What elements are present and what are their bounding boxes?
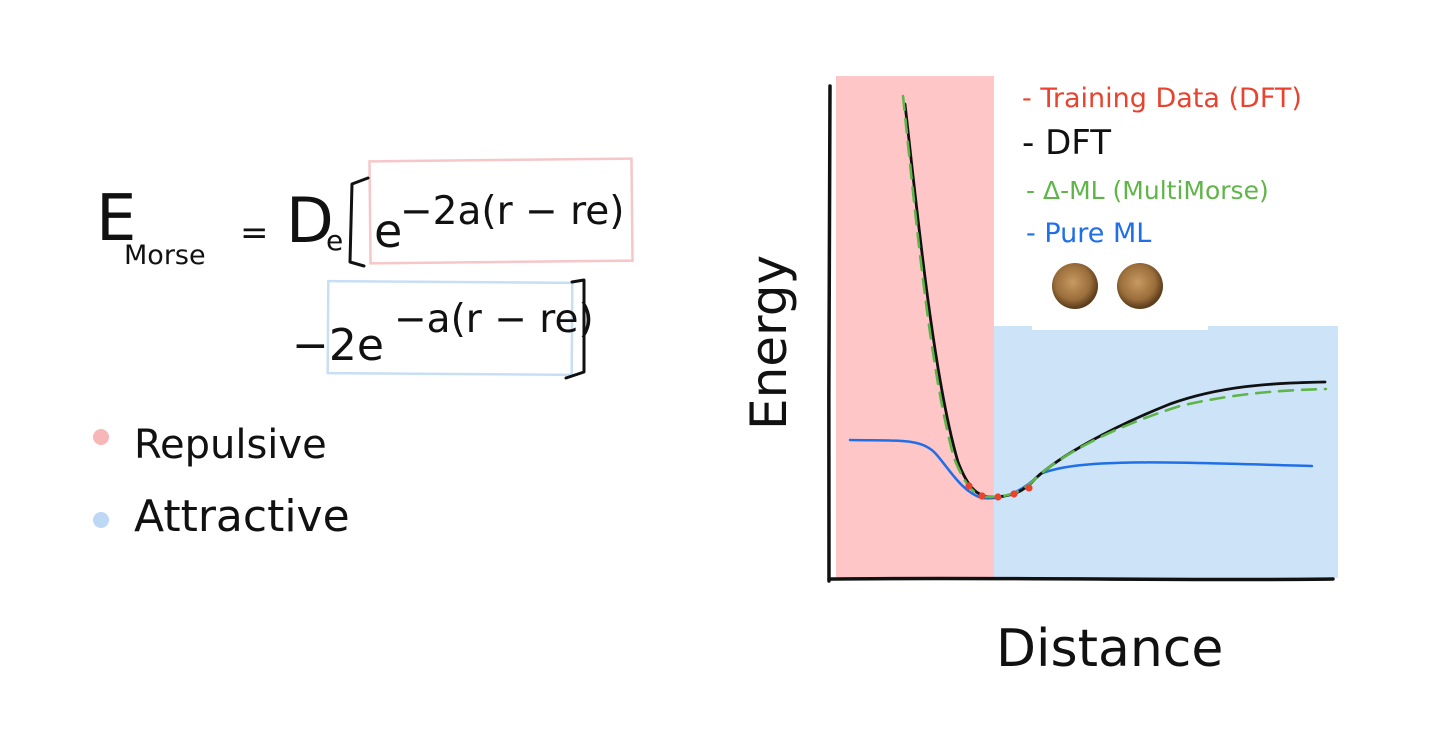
- legend-item-repulsive: Repulsive: [93, 422, 327, 468]
- left-bracket: [348, 176, 370, 268]
- repulsive-label: Repulsive: [134, 422, 327, 468]
- atom-right: [1117, 263, 1163, 309]
- delta-ml-curve: [901, 94, 1328, 499]
- atom-left: [1052, 263, 1098, 309]
- training-point: [1010, 490, 1018, 498]
- attractive-region: [994, 326, 1338, 578]
- attractive-term-box: [326, 279, 574, 377]
- x-axis: [827, 576, 1335, 582]
- morse-equation: E Morse = D e e −2a(r − re) −2e −a(r − r…: [96, 157, 634, 380]
- repulsive-dot: [93, 429, 109, 445]
- repulsive-term-box: [368, 157, 634, 265]
- term1-exponent: −2a(r − re): [400, 189, 625, 234]
- two-atoms-icon: [1032, 246, 1208, 330]
- legend-training-data: - Training Data (DFT): [1022, 83, 1302, 114]
- term2-prefix: −2e: [292, 320, 384, 371]
- legend-delta-ml: - Δ-ML (MultiMorse): [1026, 176, 1269, 205]
- training-point: [965, 482, 973, 490]
- training-data-points: [965, 482, 1033, 501]
- legend-item-attractive: Attractive: [93, 491, 350, 542]
- equation-legend: Repulsive Attractive: [93, 422, 350, 542]
- equation-equals: =: [240, 213, 269, 253]
- x-axis-label: Distance: [996, 619, 1223, 679]
- legend-pure-ml: - Pure ML: [1026, 218, 1151, 249]
- attractive-dot: [93, 512, 109, 528]
- y-axis-label: Energy: [740, 255, 798, 430]
- energy-chart: Distance Energy - Training Data (DFT) - …: [740, 76, 1338, 679]
- equation-de-subscript: e: [326, 224, 343, 257]
- training-point: [994, 493, 1002, 501]
- training-point: [1025, 484, 1033, 492]
- term1-base: e: [374, 204, 402, 258]
- training-point: [978, 492, 986, 500]
- attractive-label: Attractive: [134, 491, 350, 542]
- term2-exponent: −a(r − re): [394, 297, 594, 342]
- equation-lhs-subscript: Morse: [124, 240, 206, 271]
- legend-dft: - DFT: [1022, 123, 1111, 163]
- repulsive-region: [836, 76, 994, 580]
- right-bracket: [564, 278, 586, 380]
- chart-legend: - Training Data (DFT) - DFT - Δ-ML (Mult…: [1022, 83, 1302, 249]
- y-axis: [826, 84, 832, 583]
- equation-lhs-e: E: [96, 182, 136, 256]
- equation-de: D: [286, 184, 334, 257]
